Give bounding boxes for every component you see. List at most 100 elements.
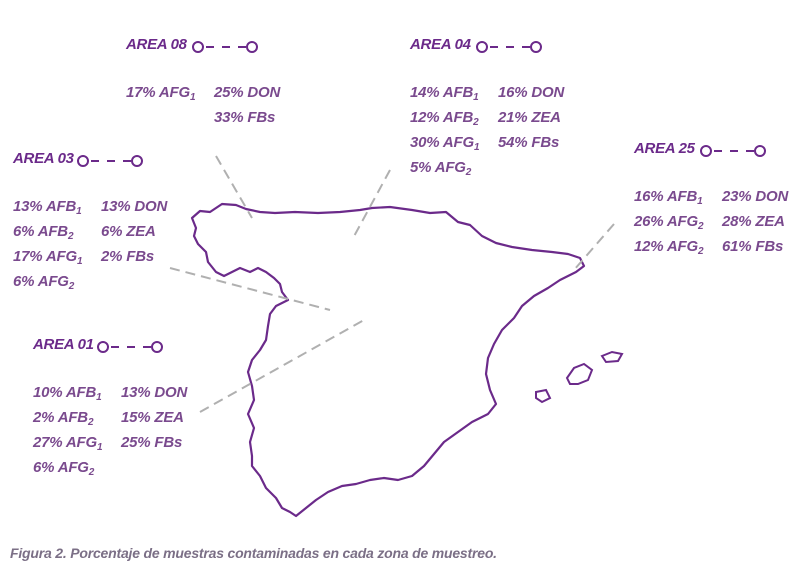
stat-code: FBs — [531, 134, 560, 151]
leader-line-area-03 — [169, 267, 331, 311]
stat-code: FBs — [126, 248, 154, 265]
stat-percent: 28% — [722, 213, 752, 230]
stats-column-2: 13% DON 6% ZEA 2% FBs — [101, 194, 167, 269]
spain-mainland-outline — [190, 202, 586, 518]
stat-subscript: 1 — [96, 442, 103, 453]
stat-code: FBs — [247, 109, 276, 126]
stat-code: AFG — [37, 273, 69, 290]
stat-percent: 25% — [214, 84, 244, 101]
stat-code: DON — [154, 384, 188, 401]
stats-column-1: 13% AFB1 6% AFB2 17% AFG1 6% AFG2 — [13, 194, 83, 294]
stat-line: 13% AFB1 — [13, 194, 82, 219]
stat-line: 13% DON — [121, 380, 187, 405]
stat-line: 2% FBs — [101, 244, 167, 269]
stat-percent: 10% — [33, 384, 63, 401]
stat-percent: 6% — [13, 273, 35, 290]
stats-column-2: 16% DON 21% ZEA 54% FBs — [498, 80, 564, 155]
stat-subscript: 2 — [68, 281, 75, 292]
stat-line: 16% AFB1 — [634, 184, 703, 209]
stats-column-1: 14% AFB1 12% AFB 2 30% AFG1 5% AFG2 — [410, 80, 480, 180]
mallorca-outline — [565, 362, 594, 385]
stat-percent: 13% — [101, 198, 131, 215]
stats-column-2: 23% DON 28% ZEA 61% FBs — [722, 184, 788, 259]
stat-percent: 21% — [498, 109, 528, 126]
stat-percent: 12% — [410, 109, 440, 126]
stat-code: DON — [247, 84, 281, 101]
stat-code: ZEA — [755, 213, 785, 230]
stat-percent: 54% — [498, 134, 528, 151]
stat-code: ZEA — [531, 109, 561, 126]
stat-code: AFB — [45, 198, 77, 215]
stat-line: 15% ZEA — [121, 405, 187, 430]
stat-code: AFB — [57, 409, 88, 426]
stat-percent: 27% — [33, 434, 63, 451]
stat-percent: 33% — [214, 109, 244, 126]
stat-subscript: 1 — [697, 196, 703, 207]
leader-line-area-25 — [573, 223, 615, 271]
stats-column-2: 13% DON 15% ZEA 25% FBs — [121, 380, 187, 455]
stat-line: 28% ZEA — [722, 209, 788, 234]
stat-line: 6% ZEA — [101, 219, 167, 244]
stat-code: AFG — [65, 434, 97, 451]
stat-percent: 15% — [121, 409, 151, 426]
stat-subscript: 2 — [465, 167, 472, 178]
stat-code: AFG — [666, 213, 698, 230]
stat-subscript: 1 — [76, 206, 82, 217]
stat-percent: 16% — [498, 84, 528, 101]
leader-line-area-08 — [215, 155, 253, 219]
stat-percent: 61% — [722, 238, 752, 255]
connector-marker — [192, 41, 258, 53]
stats-column-1: 17% AFG1 — [126, 80, 196, 105]
stat-percent: 6% — [13, 223, 35, 240]
stat-percent: 6% — [33, 459, 55, 476]
stat-subscript: 2 — [473, 117, 479, 128]
stat-line: 6% AFB2 — [13, 219, 82, 244]
stat-subscript: 2 — [67, 231, 74, 242]
ibiza-outline — [535, 388, 552, 404]
stat-subscript: 1 — [96, 392, 102, 403]
stat-line: 30% AFG1 — [410, 130, 480, 155]
stat-percent: 17% — [126, 84, 156, 101]
area-title: AREA 03 — [13, 150, 74, 167]
area-title: AREA 01 — [33, 336, 94, 353]
stat-line: 5% AFG2 — [410, 155, 479, 180]
stat-code: FBs — [154, 434, 183, 451]
stat-line: 26% AFG2 — [634, 209, 704, 234]
stat-code: AFB — [37, 223, 68, 240]
stat-subscript: 2 — [697, 246, 704, 257]
area-title: AREA 04 — [410, 36, 471, 53]
connector-marker — [700, 145, 766, 157]
stat-percent: 23% — [722, 188, 752, 205]
stat-line: 33% FBs — [214, 105, 280, 130]
stats-column-1: 10% AFB1 2% AFB2 27% AFG1 6% AFG2 — [33, 380, 103, 480]
stats-column-1: 16% AFB1 26% AFG2 12% AFG2 — [634, 184, 704, 259]
stat-line: 25% DON — [214, 80, 280, 105]
stat-line: 10% AFB1 — [33, 380, 102, 405]
leader-line-area-04 — [351, 169, 391, 241]
stat-percent: 5% — [410, 159, 432, 176]
connector-marker — [77, 155, 143, 167]
stat-code: AFG — [57, 459, 89, 476]
stat-percent: 17% — [13, 248, 43, 265]
stat-line: 25% FBs — [121, 430, 187, 455]
stat-line: 61% FBs — [722, 234, 788, 259]
menorca-outline — [600, 350, 624, 364]
stat-code: AFB — [442, 84, 474, 101]
figure-caption: Figura 2. Porcentaje de muestras contami… — [10, 545, 497, 561]
stat-line: 6% AFG2 — [33, 455, 102, 480]
stat-subscript: 1 — [189, 92, 196, 103]
stat-line: 6% AFG2 — [13, 269, 82, 294]
stat-line: 14% AFB1 — [410, 80, 479, 105]
stat-code: ZEA — [126, 223, 156, 240]
stat-percent: 26% — [634, 213, 664, 230]
stat-percent: 25% — [121, 434, 151, 451]
stat-subscript: 2 — [87, 417, 94, 428]
area-title: AREA 08 — [126, 36, 187, 53]
stat-line: 54% FBs — [498, 130, 564, 155]
stat-line: 21% ZEA — [498, 105, 564, 130]
stat-subscript: 1 — [76, 256, 83, 267]
stat-percent: 13% — [13, 198, 43, 215]
stat-percent: 2% — [33, 409, 55, 426]
stat-line: 27% AFG1 — [33, 430, 103, 455]
